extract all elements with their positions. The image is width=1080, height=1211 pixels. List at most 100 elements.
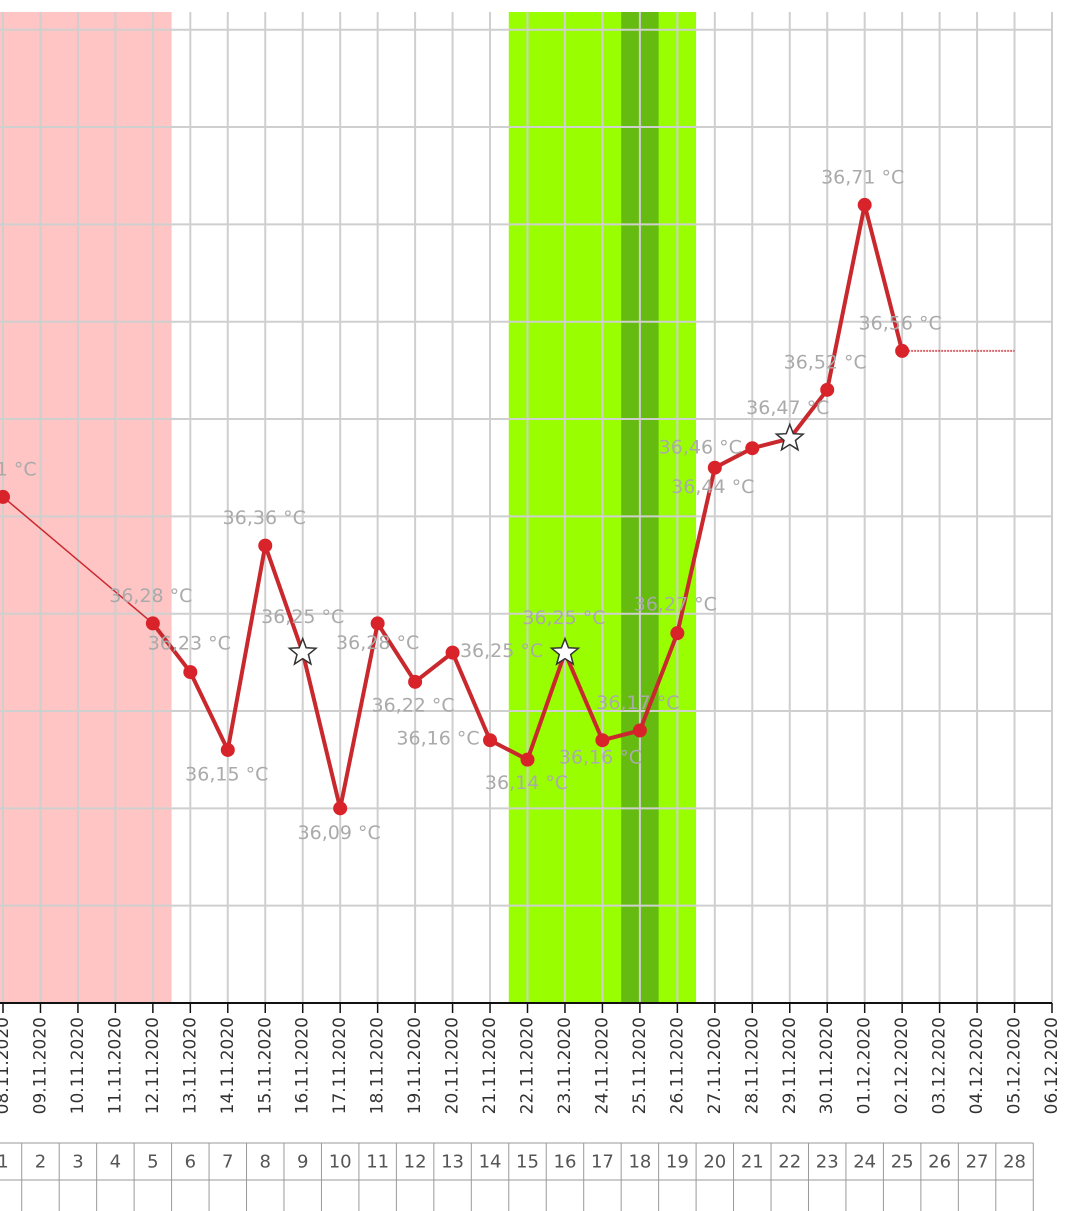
point xyxy=(595,733,610,748)
cycle-day: 24 xyxy=(853,1152,876,1173)
cycle-day: 19 xyxy=(666,1152,689,1173)
value-label: 36,47 °C xyxy=(746,397,829,419)
cycle-day: 6 xyxy=(185,1152,196,1173)
x-tick-label: 17.11.2020 xyxy=(330,1017,350,1114)
x-tick-label: 09.11.2020 xyxy=(30,1017,50,1114)
gap-connector xyxy=(2,496,154,624)
x-tick-label: 12.11.2020 xyxy=(143,1017,163,1114)
value-label: 36,14 °C xyxy=(485,772,568,794)
x-tick-label: 08.11.2020 xyxy=(0,1017,13,1114)
x-tick-label: 06.12.2020 xyxy=(1042,1017,1062,1114)
x-tick-label: 20.11.2020 xyxy=(443,1017,463,1114)
value-label: 36,28 °C xyxy=(336,632,419,654)
star-marker xyxy=(549,636,581,666)
cycle-day: 20 xyxy=(703,1152,726,1173)
cycle-day: 25 xyxy=(891,1152,914,1173)
x-tick-label: 27.11.2020 xyxy=(705,1017,725,1114)
cycle-day: 22 xyxy=(778,1152,801,1173)
value-label: 36,71 °C xyxy=(821,166,904,188)
x-tick-label: 02.12.2020 xyxy=(892,1017,912,1114)
point xyxy=(333,801,348,816)
x-tick-label: 28.11.2020 xyxy=(742,1017,762,1114)
point xyxy=(408,674,423,689)
cycle-day: 17 xyxy=(591,1152,614,1173)
value-label: 36,25 °C xyxy=(522,607,605,629)
cycle-day: 8 xyxy=(260,1152,271,1173)
cycle-day: 13 xyxy=(441,1152,464,1173)
point xyxy=(445,645,460,660)
cycle-day: 18 xyxy=(628,1152,651,1173)
cycle-day: 5 xyxy=(147,1152,158,1173)
value-label: 36,27 °C xyxy=(634,594,717,616)
x-tick-label: 14.11.2020 xyxy=(218,1017,238,1114)
x-tick-label: 19.11.2020 xyxy=(405,1017,425,1114)
x-tick-label: 03.12.2020 xyxy=(930,1017,950,1114)
x-tick-label: 11.11.2020 xyxy=(105,1017,125,1114)
point xyxy=(857,197,872,212)
cycle-day: 21 xyxy=(741,1152,764,1173)
value-label: 36,16 °C xyxy=(396,728,479,750)
point xyxy=(632,723,647,738)
value-label: 36,17 °C xyxy=(596,692,679,714)
value-label: 36,09 °C xyxy=(298,822,381,844)
cycle-day: 9 xyxy=(297,1152,308,1173)
x-tick-label: 29.11.2020 xyxy=(780,1017,800,1114)
x-tick-label: 24.11.2020 xyxy=(592,1017,612,1114)
value-label: 36,52 °C xyxy=(784,351,867,373)
value-label: 36,36 °C xyxy=(223,507,306,529)
value-label: 36,15 °C xyxy=(185,763,268,785)
point xyxy=(0,489,10,504)
point xyxy=(820,382,835,397)
cycle-day: 1 xyxy=(0,1152,9,1173)
cycle-day: 11 xyxy=(366,1152,389,1173)
x-tick-label: 18.11.2020 xyxy=(368,1017,388,1114)
cycle-day: 14 xyxy=(479,1152,502,1173)
point xyxy=(670,626,685,641)
point xyxy=(145,616,160,631)
x-tick-label: 04.12.2020 xyxy=(967,1017,987,1114)
point xyxy=(483,733,498,748)
cycle-day: 10 xyxy=(329,1152,352,1173)
cycle-day: 26 xyxy=(928,1152,951,1173)
value-label: 36,56 °C xyxy=(859,312,942,334)
cycle-day: 3 xyxy=(72,1152,83,1173)
point xyxy=(707,460,722,475)
x-tick-label: 23.11.2020 xyxy=(555,1017,575,1114)
x-tick-label: 30.11.2020 xyxy=(817,1017,837,1114)
x-tick-label: 10.11.2020 xyxy=(68,1017,88,1114)
cycle-day: 28 xyxy=(1003,1152,1026,1173)
value-label: 36,41 °C xyxy=(0,458,37,480)
x-tick-label: 26.11.2020 xyxy=(667,1017,687,1114)
point xyxy=(370,616,385,631)
value-label: 36,25 °C xyxy=(460,640,543,662)
point xyxy=(258,538,273,553)
cycle-day: 7 xyxy=(222,1152,233,1173)
cycle-day: 4 xyxy=(110,1152,121,1173)
cycle-day: 16 xyxy=(554,1152,577,1173)
point xyxy=(520,752,535,767)
star-marker xyxy=(774,422,806,452)
x-tick-label: 25.11.2020 xyxy=(630,1017,650,1114)
x-tick-label: 21.11.2020 xyxy=(480,1017,500,1114)
cycle-day: 23 xyxy=(816,1152,839,1173)
value-label: 36,25 °C xyxy=(261,606,344,628)
value-label: 36,28 °C xyxy=(109,585,192,607)
value-label: 36,44 °C xyxy=(671,476,754,498)
value-label: 36,23 °C xyxy=(148,633,231,655)
cycle-day: 2 xyxy=(35,1152,46,1173)
cycle-day: 27 xyxy=(966,1152,989,1173)
point xyxy=(745,441,760,456)
value-label: 36,22 °C xyxy=(372,694,455,716)
point xyxy=(895,343,910,358)
x-tick-label: 01.12.2020 xyxy=(855,1017,875,1114)
x-tick-label: 22.11.2020 xyxy=(518,1017,538,1114)
point xyxy=(220,742,235,757)
star-marker xyxy=(287,636,318,666)
value-label: 36,16 °C xyxy=(559,747,642,769)
value-label: 36,46 °C xyxy=(659,437,742,459)
cycle-day: 15 xyxy=(516,1152,539,1173)
phase-band xyxy=(0,12,172,1003)
x-tick-label: 13.11.2020 xyxy=(180,1017,200,1114)
cycle-day: 12 xyxy=(404,1152,427,1173)
